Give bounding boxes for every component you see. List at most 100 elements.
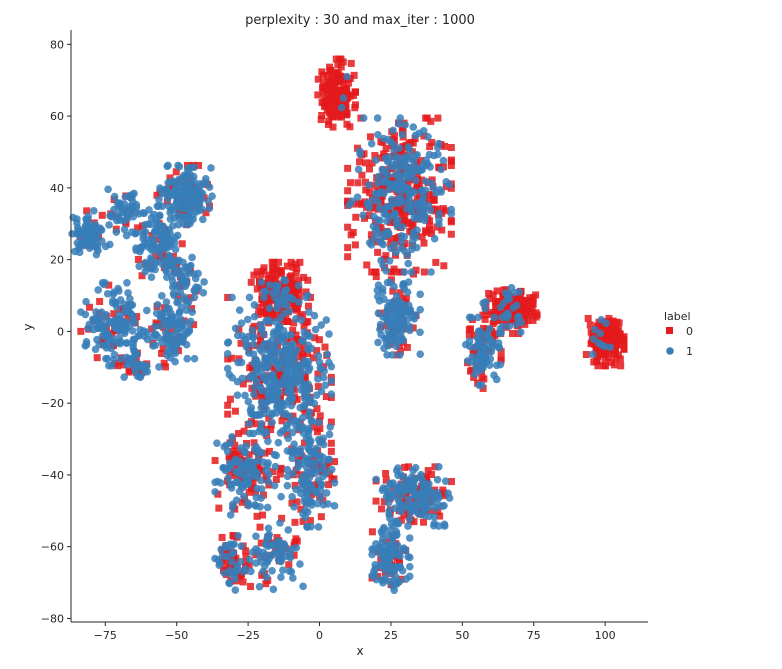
point-label-1 <box>505 322 514 330</box>
point-label-1 <box>407 268 416 276</box>
point-label-1 <box>437 165 445 174</box>
point-label-1 <box>217 545 225 554</box>
point-label-0 <box>328 73 336 81</box>
point-label-0 <box>286 299 294 307</box>
point-label-0 <box>256 337 264 345</box>
point-label-1 <box>256 553 264 561</box>
point-label-1 <box>132 368 140 377</box>
point-label-1 <box>319 373 328 382</box>
point-label-1 <box>141 368 149 376</box>
point-label-1 <box>314 352 323 360</box>
point-label-1 <box>249 340 258 349</box>
point-label-0 <box>190 321 198 329</box>
point-label-0 <box>347 179 355 187</box>
point-label-1 <box>410 506 419 515</box>
point-label-0 <box>425 190 433 198</box>
point-label-0 <box>486 311 494 319</box>
point-label-1 <box>123 339 131 347</box>
point-label-0 <box>344 197 352 205</box>
point-label-0 <box>218 533 226 541</box>
point-label-1 <box>164 236 172 245</box>
point-label-0 <box>152 252 160 260</box>
point-label-0 <box>325 117 333 125</box>
point-label-0 <box>160 359 168 367</box>
point-label-1 <box>337 103 346 112</box>
point-label-0 <box>300 322 308 330</box>
point-label-1 <box>260 429 269 438</box>
point-label-0 <box>98 211 106 219</box>
point-label-1 <box>398 334 406 342</box>
point-label-0 <box>420 239 428 247</box>
point-label-0 <box>447 162 455 170</box>
point-label-1 <box>73 224 82 232</box>
point-label-0 <box>517 296 525 304</box>
point-label-0 <box>250 322 258 330</box>
point-label-1 <box>445 181 454 189</box>
point-label-1 <box>250 383 259 392</box>
point-label-1 <box>104 185 112 194</box>
point-label-1 <box>220 569 229 577</box>
point-label-1 <box>492 361 501 370</box>
point-label-1 <box>238 374 247 383</box>
point-label-0 <box>428 471 436 479</box>
point-label-1 <box>162 267 171 276</box>
point-label-0 <box>77 327 85 335</box>
point-label-0 <box>262 309 270 317</box>
point-label-0 <box>532 309 540 317</box>
point-label-1 <box>439 156 448 165</box>
point-label-1 <box>129 212 138 221</box>
point-label-1 <box>130 319 139 327</box>
point-label-1 <box>479 360 488 368</box>
point-label-0 <box>356 158 364 166</box>
point-label-1 <box>392 580 401 588</box>
point-label-0 <box>367 231 375 239</box>
point-label-0 <box>620 340 628 348</box>
point-label-1 <box>300 480 309 489</box>
point-label-1 <box>330 478 339 487</box>
point-label-1 <box>384 499 393 507</box>
point-label-1 <box>94 286 102 294</box>
point-label-1 <box>424 133 432 141</box>
point-label-1 <box>281 287 289 295</box>
point-label-1 <box>317 387 326 396</box>
point-label-0 <box>211 457 219 465</box>
point-label-1 <box>120 300 128 309</box>
point-label-1 <box>237 358 246 367</box>
point-label-0 <box>252 551 260 559</box>
point-label-1 <box>303 487 311 496</box>
point-label-0 <box>328 113 336 121</box>
point-label-1 <box>165 202 173 210</box>
point-label-1 <box>383 484 391 493</box>
point-label-0 <box>485 289 493 297</box>
point-label-0 <box>439 486 447 494</box>
point-label-0 <box>611 323 619 331</box>
point-label-1 <box>235 487 244 496</box>
point-label-0 <box>424 467 432 475</box>
point-label-0 <box>311 334 319 342</box>
point-label-0 <box>249 479 257 487</box>
point-label-1 <box>481 304 489 313</box>
point-label-1 <box>104 331 113 339</box>
point-label-0 <box>242 547 250 555</box>
point-label-0 <box>605 325 613 333</box>
point-label-0 <box>297 505 305 513</box>
point-label-1 <box>188 253 196 262</box>
point-label-1 <box>128 197 137 206</box>
point-label-0 <box>253 268 261 276</box>
point-label-1 <box>185 327 194 335</box>
point-label-1 <box>116 339 124 348</box>
point-label-0 <box>398 147 406 155</box>
point-label-1 <box>200 278 208 286</box>
point-label-1 <box>408 245 416 254</box>
point-label-1 <box>164 332 173 341</box>
point-label-0 <box>299 517 307 525</box>
point-label-1 <box>106 211 114 220</box>
point-label-1 <box>382 228 391 236</box>
point-label-0 <box>610 350 618 358</box>
point-label-1 <box>302 293 310 302</box>
point-label-0 <box>344 164 352 172</box>
point-label-0 <box>314 370 322 378</box>
point-label-0 <box>399 126 407 134</box>
point-label-0 <box>610 361 618 369</box>
point-label-1 <box>171 191 180 199</box>
